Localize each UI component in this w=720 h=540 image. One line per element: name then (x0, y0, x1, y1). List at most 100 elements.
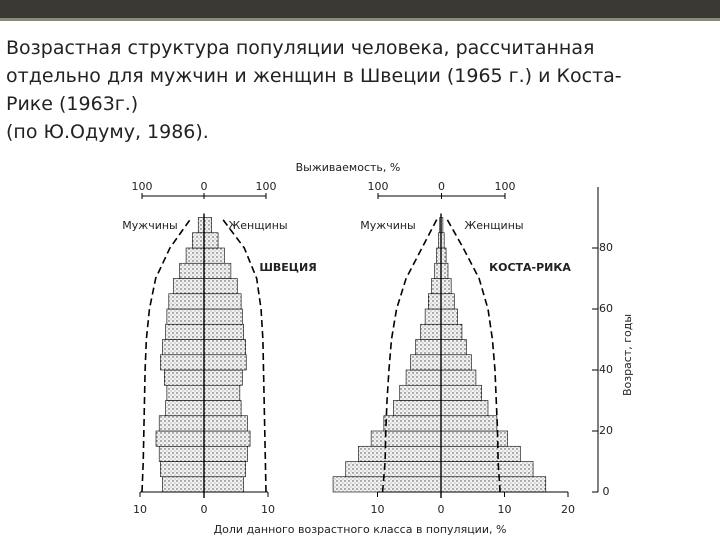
y-tick-label: 80 (599, 241, 613, 254)
age-bar (203, 445, 248, 462)
age-bar (434, 262, 442, 279)
age-bar (440, 323, 463, 340)
age-bar (440, 339, 467, 356)
age-bar (203, 476, 244, 493)
age-bar (440, 476, 547, 493)
age-bar (203, 262, 232, 279)
age-bar (158, 415, 205, 432)
age-bar (160, 354, 205, 371)
y-label: Возраст, годы (621, 314, 634, 396)
age-bar (162, 339, 205, 356)
title-block: Возрастная структура популяции человека,… (6, 34, 622, 146)
top-label: Выживаемость, % (296, 161, 401, 174)
age-bar (440, 354, 472, 371)
age-bar (172, 278, 205, 295)
bottom-label: Доли данного возрастного класса в популя… (214, 523, 507, 536)
x-tick-label: 10 (498, 503, 512, 516)
age-bar (166, 384, 205, 401)
top-stripe (0, 18, 720, 21)
age-bar (203, 232, 219, 249)
age-bar (203, 384, 241, 401)
age-bar (203, 293, 242, 310)
age-bar (440, 369, 477, 386)
age-bar (164, 369, 205, 386)
survival-curve (445, 217, 501, 493)
title-line: Возрастная структура популяции человека,… (6, 37, 595, 59)
survival-tick-label: 100 (132, 180, 153, 193)
age-bar (440, 400, 489, 417)
age-bar (203, 354, 247, 371)
age-bar (440, 445, 521, 462)
survival-curve (141, 217, 193, 493)
y-tick-label: 60 (599, 302, 613, 315)
y-tick-label: 40 (599, 363, 613, 376)
y-tick-label: 20 (599, 424, 613, 437)
survival-curve (381, 217, 439, 493)
x-tick-label: 10 (371, 503, 385, 516)
legend-label: Женщины (228, 219, 287, 232)
age-bar (162, 476, 205, 493)
survival-tick-label: 0 (438, 180, 445, 193)
age-bar (440, 415, 498, 432)
age-bar (420, 323, 442, 340)
legend-label: Мужчины (122, 219, 177, 232)
age-bar (431, 278, 442, 295)
age-bar (370, 430, 442, 447)
age-bar (383, 415, 442, 432)
age-bar (440, 278, 452, 295)
age-bar (399, 384, 442, 401)
age-bar (393, 400, 442, 417)
survival-curve (220, 217, 267, 493)
age-bar (203, 400, 242, 417)
x-tick-label: 0 (438, 503, 445, 516)
y-tick-label: 0 (603, 485, 610, 498)
legend-label: Мужчины (360, 219, 415, 232)
survival-tick-label: 100 (256, 180, 277, 193)
age-bar (405, 369, 442, 386)
age-bar (185, 247, 205, 264)
age-bar (166, 308, 205, 325)
title-line: отдельно для мужчин и женщин в Швеции (1… (6, 65, 622, 87)
age-bar (440, 262, 449, 279)
age-bar (165, 323, 205, 340)
age-bar (197, 217, 205, 234)
age-bar (440, 308, 458, 325)
age-bar (179, 262, 205, 279)
chart-title: КОСТА-РИКА (489, 261, 571, 274)
age-bar (203, 415, 248, 432)
age-bar (410, 354, 442, 371)
x-tick-label: 10 (133, 503, 147, 516)
age-bar (203, 217, 212, 234)
age-bar (440, 247, 447, 264)
age-bar (203, 461, 246, 478)
chart-title: ШВЕЦИЯ (259, 261, 316, 274)
age-bar (203, 278, 238, 295)
age-bar (192, 232, 205, 249)
age-bar (345, 461, 442, 478)
age-bar (203, 339, 246, 356)
age-bar (158, 445, 205, 462)
age-bar (332, 476, 442, 493)
age-bar (424, 308, 442, 325)
age-bar (203, 323, 244, 340)
age-bar (415, 339, 442, 356)
age-bar (427, 293, 442, 310)
age-bar (160, 461, 205, 478)
age-bar (358, 445, 442, 462)
survival-tick-label: 100 (495, 180, 516, 193)
age-bar (440, 461, 534, 478)
x-tick-label: 20 (561, 503, 575, 516)
age-bar (440, 293, 455, 310)
age-bar (203, 247, 225, 264)
title-line: (по Ю.Одуму, 1986). (6, 121, 209, 143)
age-bar (168, 293, 205, 310)
age-bar (203, 430, 251, 447)
x-tick-label: 10 (261, 503, 275, 516)
title-line: Рике (1963г.) (6, 93, 139, 115)
legend-label: Женщины (464, 219, 523, 232)
top-bar (0, 0, 720, 18)
age-bar (440, 384, 482, 401)
survival-tick-label: 100 (368, 180, 389, 193)
